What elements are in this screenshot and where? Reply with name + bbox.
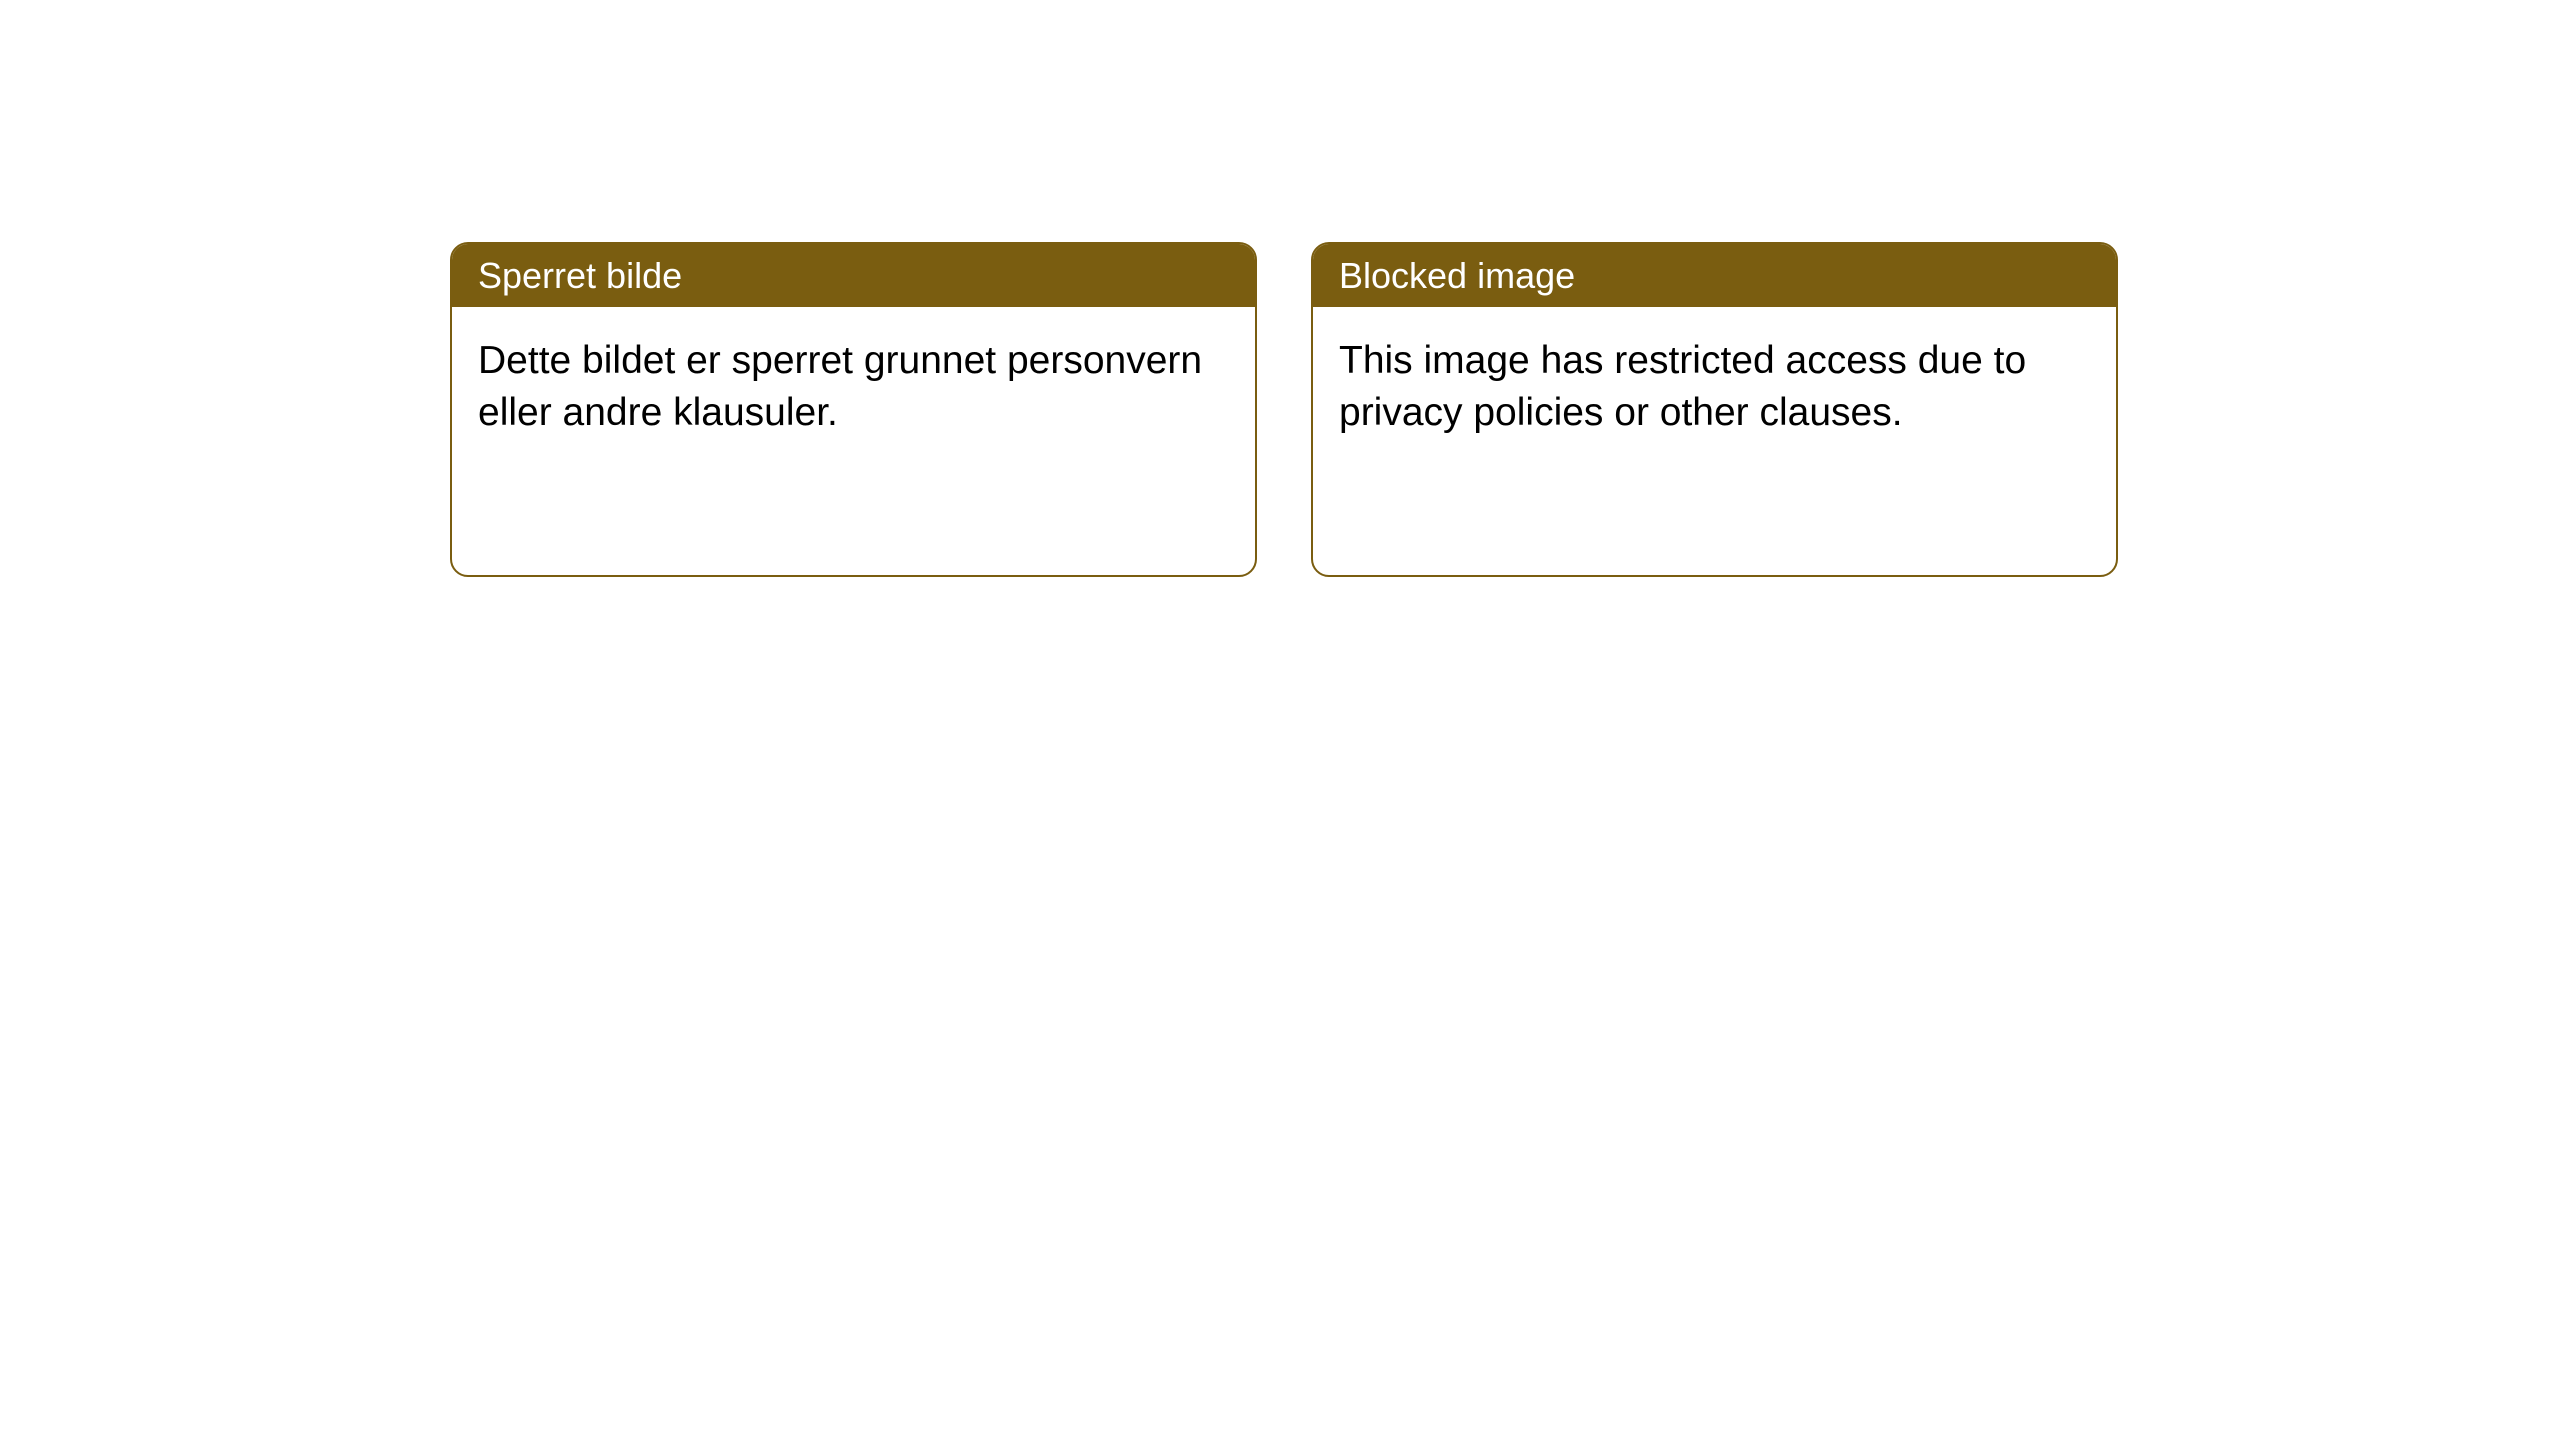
notice-header: Blocked image xyxy=(1313,244,2116,307)
notice-box-english: Blocked image This image has restricted … xyxy=(1311,242,2118,577)
notice-header: Sperret bilde xyxy=(452,244,1255,307)
notice-body: Dette bildet er sperret grunnet personve… xyxy=(452,307,1255,466)
notice-box-norwegian: Sperret bilde Dette bildet er sperret gr… xyxy=(450,242,1257,577)
notice-container: Sperret bilde Dette bildet er sperret gr… xyxy=(450,242,2118,577)
notice-body: This image has restricted access due to … xyxy=(1313,307,2116,466)
